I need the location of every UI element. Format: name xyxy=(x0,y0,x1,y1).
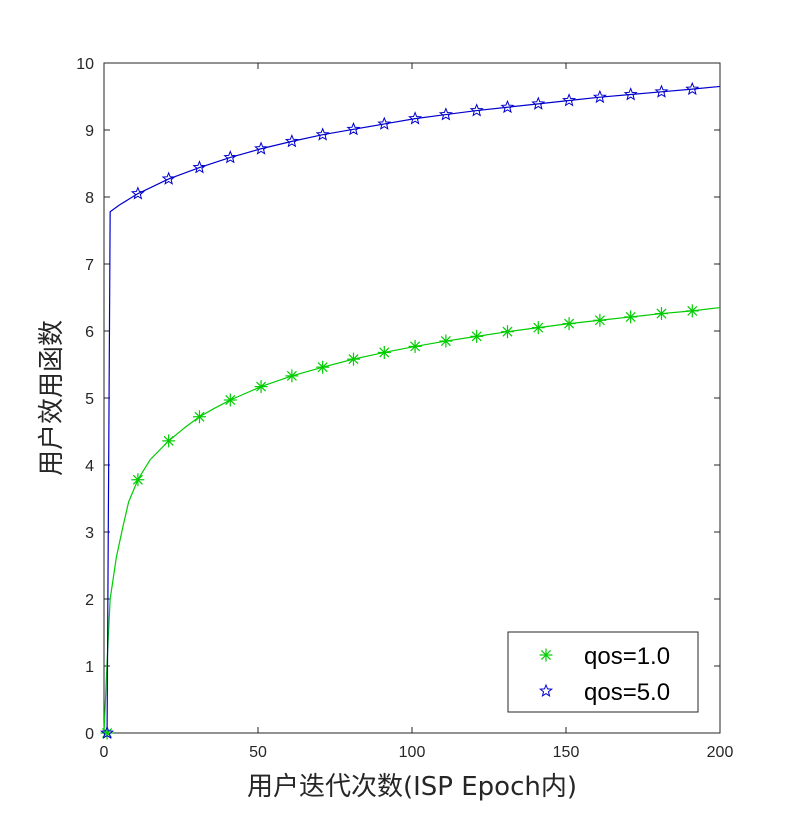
data-point-series-2 xyxy=(161,171,176,185)
data-point-series-1 xyxy=(346,352,360,366)
legend-marker-2 xyxy=(538,683,554,697)
data-point-series-2 xyxy=(100,725,115,739)
data-point-series-1 xyxy=(593,313,607,327)
data-point-series-2 xyxy=(130,186,145,200)
data-point-series-2 xyxy=(500,99,515,114)
data-point-series-1 xyxy=(562,317,576,331)
x-tick-label: 150 xyxy=(553,744,580,761)
data-point-series-2 xyxy=(592,89,607,104)
data-point-series-2 xyxy=(192,160,207,174)
x-tick-label: 200 xyxy=(707,744,734,761)
y-tick-label: 8 xyxy=(85,190,94,207)
data-point-series-2 xyxy=(623,87,638,101)
data-point-series-1 xyxy=(531,321,545,335)
x-axis-label: 用户迭代次数(ISP Epoch内) xyxy=(247,772,577,802)
y-tick-label: 2 xyxy=(85,592,94,609)
y-tick-label: 6 xyxy=(85,324,94,341)
legend-label-1: qos=1.0 xyxy=(584,643,670,670)
data-point-series-1 xyxy=(500,325,514,339)
y-tick-label: 10 xyxy=(76,56,94,73)
data-point-series-1 xyxy=(439,334,453,348)
y-tick-label: 1 xyxy=(85,659,94,676)
y-tick-label: 9 xyxy=(85,123,94,140)
legend-marker-1 xyxy=(539,648,553,662)
legend-label-2: qos=5.0 xyxy=(584,679,670,706)
series-markers xyxy=(100,81,700,740)
data-point-series-1 xyxy=(100,726,114,740)
data-point-series-1 xyxy=(285,369,299,383)
data-point-series-2 xyxy=(531,96,546,110)
data-point-series-2 xyxy=(315,127,330,141)
data-point-series-2 xyxy=(438,107,453,121)
axis-ticks: 0 50 100 150 200 0 1 2 3 4 5 6 7 8 9 10 xyxy=(76,56,733,761)
data-point-series-1 xyxy=(470,329,484,343)
x-tick-label: 100 xyxy=(399,744,426,761)
data-point-series-2 xyxy=(254,141,269,155)
data-point-series-2 xyxy=(377,116,392,130)
data-point-series-1 xyxy=(192,410,206,424)
data-point-series-2 xyxy=(408,111,423,125)
data-point-series-1 xyxy=(162,434,176,448)
data-point-series-2 xyxy=(685,81,700,96)
y-tick-label: 7 xyxy=(85,257,94,274)
x-tick-label: 50 xyxy=(249,744,267,761)
y-axis-label: 用户效用函数 xyxy=(37,320,67,476)
data-point-series-1 xyxy=(254,380,268,394)
data-point-series-2 xyxy=(654,84,669,98)
data-point-series-1 xyxy=(624,310,638,324)
data-point-series-2 xyxy=(346,121,361,136)
legend-box xyxy=(507,631,699,713)
data-point-series-2 xyxy=(284,134,299,148)
x-tick-label: 0 xyxy=(100,744,109,761)
data-point-series-1 xyxy=(131,473,145,487)
data-point-series-1 xyxy=(654,307,668,321)
data-point-series-1 xyxy=(408,339,422,353)
y-tick-label: 5 xyxy=(85,391,94,408)
data-point-series-1 xyxy=(316,360,330,374)
legend: qos=1.0 qos=5.0 xyxy=(507,631,699,713)
y-tick-label: 3 xyxy=(85,525,94,542)
plot-area xyxy=(103,62,721,734)
y-tick-label: 0 xyxy=(85,726,94,743)
data-point-series-2 xyxy=(223,150,238,164)
data-point-series-2 xyxy=(562,93,577,107)
data-point-series-1 xyxy=(223,393,237,407)
data-point-series-2 xyxy=(469,103,484,117)
data-point-series-1 xyxy=(377,345,391,359)
y-tick-label: 4 xyxy=(85,458,94,475)
data-point-series-1 xyxy=(685,304,699,318)
